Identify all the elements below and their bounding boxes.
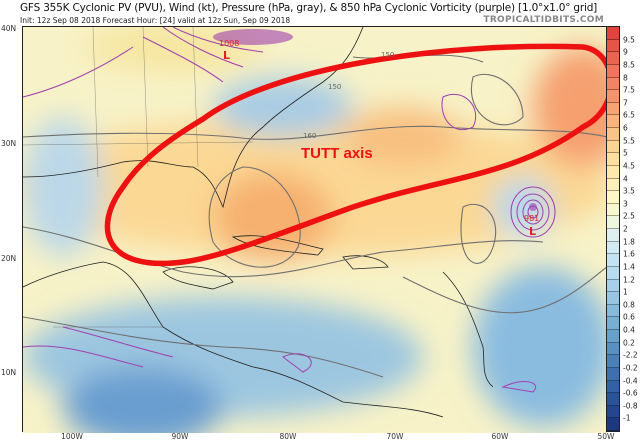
colorbar-label: 5.5	[623, 136, 635, 146]
colorbar-cell	[607, 27, 619, 40]
brand-watermark: TROPICALTIDBITS.COM	[483, 15, 604, 25]
tutt-axis-outline	[104, 43, 614, 267]
map-title: GFS 355K Cyclonic PV (PVU), Wind (kt), P…	[20, 2, 598, 14]
colorbar-label: 8	[623, 73, 628, 82]
colorbar-cell	[607, 191, 619, 204]
colorbar-label: 2	[623, 224, 628, 234]
colorbar-label: 4	[623, 174, 628, 183]
lon-label: 60W	[491, 432, 509, 441]
low-pressure-value: 1008	[219, 39, 239, 48]
colorbar-cell	[607, 229, 619, 242]
colorbar-cell	[607, 317, 619, 330]
colorbar-cell	[607, 254, 619, 267]
colorbar-cell	[607, 77, 619, 91]
lat-label: 10N	[1, 368, 17, 377]
colorbar-cell	[607, 355, 619, 368]
lon-label: 70W	[386, 432, 404, 441]
colorbar-cell	[607, 304, 619, 318]
colorbar-cell	[607, 330, 619, 343]
colorbar-label: 2.5	[623, 211, 635, 221]
colorbar-label: 7	[623, 98, 628, 108]
colorbar-cell	[607, 128, 619, 141]
colorbar-cell	[607, 165, 619, 179]
low-pressure-value: 981	[524, 214, 539, 223]
colorbar-label: 6	[623, 123, 628, 133]
colorbar-label: 0.8	[623, 300, 635, 310]
lat-label: 30N	[1, 139, 17, 148]
colorbar-label: 9.5	[623, 35, 635, 45]
colorbar-cell	[607, 115, 619, 128]
lon-label: 90W	[171, 432, 189, 441]
colorbar	[606, 26, 620, 432]
colorbar-cell	[607, 342, 619, 356]
lon-label: 80W	[279, 432, 297, 441]
contour-label: 150	[381, 51, 394, 59]
colorbar-label: 8.5	[623, 60, 635, 70]
colorbar-label: 3	[623, 199, 628, 209]
low-symbol: L	[223, 49, 230, 62]
colorbar-cell	[607, 380, 619, 394]
colorbar-label: 1.4	[623, 262, 635, 272]
lat-label: 40N	[1, 24, 17, 33]
colorbar-cell	[607, 367, 619, 381]
colorbar-label: -0.8	[623, 401, 638, 411]
contour-label: 150	[328, 83, 341, 91]
colorbar-cell	[607, 393, 619, 406]
colorbar-cell	[607, 405, 619, 419]
colorbar-label: 3.5	[623, 186, 635, 196]
colorbar-cell	[607, 39, 619, 53]
colorbar-cell	[607, 90, 619, 103]
colorbar-cell	[607, 140, 619, 154]
colorbar-cell	[607, 102, 619, 116]
lat-label: 20N	[1, 254, 17, 263]
contour-label: 160	[303, 132, 316, 140]
colorbar-cell	[607, 153, 619, 166]
colorbar-label: -0.6	[623, 388, 638, 398]
colorbar-label: 4.5	[623, 161, 635, 171]
colorbar-cell	[607, 203, 619, 217]
colorbar-label: 5	[623, 148, 628, 158]
colorbar-cell	[607, 279, 619, 293]
colorbar-cell	[607, 418, 619, 431]
colorbar-label: 0.4	[623, 325, 635, 335]
colorbar-cell	[607, 241, 619, 255]
colorbar-cell	[607, 64, 619, 78]
colorbar-label: 1.2	[623, 275, 635, 284]
colorbar-label: -1	[623, 413, 631, 423]
colorbar-label: 1.6	[623, 249, 635, 259]
colorbar-label: 0.6	[623, 312, 635, 322]
colorbar-cell	[607, 266, 619, 280]
low-symbol: L	[529, 225, 536, 238]
colorbar-cell	[607, 178, 619, 192]
weather-map: TUTT axis 1008 L 981 L 150 150 160	[13, 22, 633, 441]
colorbar-label: 7.5	[623, 85, 635, 95]
colorbar-label: -2.2	[623, 350, 638, 360]
colorbar-label: 0.2	[623, 338, 635, 348]
colorbar-label: 1.8	[623, 237, 635, 247]
colorbar-label: -0.2	[623, 363, 638, 373]
colorbar-cell	[607, 216, 619, 229]
colorbar-label: 1	[623, 287, 628, 297]
colorbar-label: 9	[623, 47, 628, 57]
colorbar-label: 6.5	[623, 110, 635, 120]
colorbar-cell	[607, 292, 619, 305]
lon-label: 50W	[597, 432, 615, 441]
lon-label: 100W	[61, 432, 83, 441]
colorbar-label: -0.4	[623, 376, 638, 385]
colorbar-cell	[607, 52, 619, 65]
tutt-axis-label: TUTT axis	[301, 145, 373, 162]
map-subtitle: Init: 12z Sep 08 2018 Forecast Hour: [24…	[20, 16, 291, 25]
